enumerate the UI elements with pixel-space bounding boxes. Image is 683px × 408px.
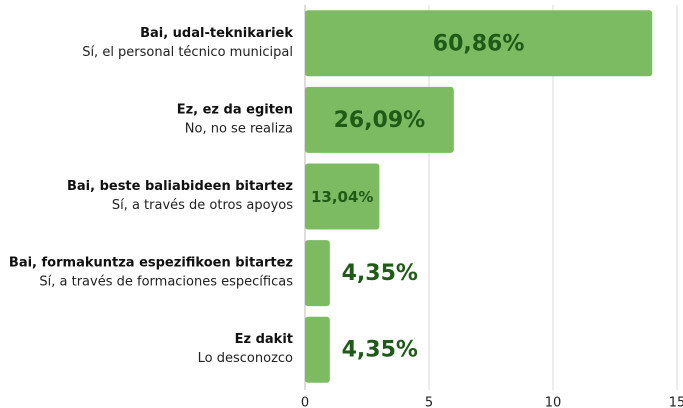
category-sublabel: Sí, a través de otros apoyos xyxy=(112,198,293,213)
bar xyxy=(305,10,653,77)
bar xyxy=(305,316,330,383)
value-label: 4,35% xyxy=(342,338,418,363)
category-sublabel: No, no se realiza xyxy=(185,121,293,136)
category-label: Bai, udal-teknikariek xyxy=(140,26,293,41)
category-label: Ez dakit xyxy=(235,332,293,347)
x-tick-label: 10 xyxy=(545,396,562,408)
category-label: Bai, formakuntza espezifikoen bitartez xyxy=(9,256,293,271)
x-tick-label: 5 xyxy=(425,396,433,408)
category-label: Bai, beste baliabideen bitartez xyxy=(67,179,293,194)
value-label: 13,04% xyxy=(311,188,373,206)
x-tick-label: 15 xyxy=(669,396,683,408)
bar xyxy=(305,86,454,153)
category-sublabel: Sí, el personal técnico municipal xyxy=(82,45,293,60)
value-label: 26,09% xyxy=(334,108,426,133)
bar xyxy=(305,163,380,230)
category-sublabel: Lo desconozco xyxy=(198,351,293,366)
bar xyxy=(305,240,330,307)
x-tick-label: 0 xyxy=(301,396,309,408)
value-label: 4,35% xyxy=(342,261,418,286)
category-sublabel: Sí, a través de formaciones específicas xyxy=(39,275,293,290)
value-label: 60,86% xyxy=(433,31,525,56)
category-label: Ez, ez da egiten xyxy=(177,102,293,117)
